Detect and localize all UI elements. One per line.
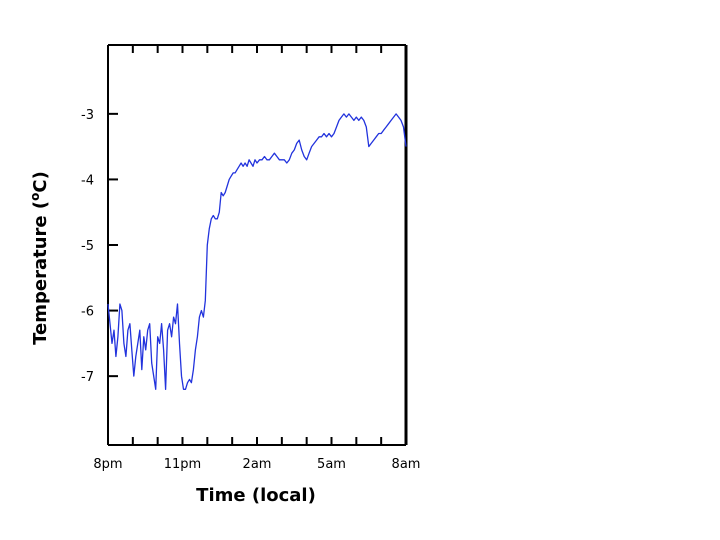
x-tick-label: 11pm bbox=[164, 457, 201, 472]
svg-text:Temperature (oC): Temperature (oC) bbox=[28, 171, 51, 345]
plot-frame bbox=[107, 44, 408, 446]
y-axis-title-suffix: C) bbox=[30, 171, 51, 192]
y-tick-label: -6 bbox=[81, 305, 94, 320]
y-tick-label: -4 bbox=[81, 173, 94, 188]
y-tick-label: -7 bbox=[81, 370, 94, 385]
x-tick-label: 8am bbox=[392, 457, 421, 472]
x-tick-label: 8pm bbox=[93, 457, 122, 472]
series-layer bbox=[107, 113, 407, 390]
y-axis-title-degree: o bbox=[28, 193, 42, 201]
y-axis-title-prefix: Temperature ( bbox=[30, 201, 51, 345]
x-tick-label: 2am bbox=[243, 457, 272, 472]
temperature-series-line bbox=[107, 113, 407, 390]
y-tick-label: -3 bbox=[81, 108, 94, 123]
y-tick-label: -5 bbox=[81, 239, 94, 254]
x-tick-label: 5am bbox=[317, 457, 346, 472]
x-axis: 8pm 11pm 2am 5am 8am bbox=[93, 45, 420, 472]
y-axis-title: Temperature (oC) bbox=[28, 171, 51, 345]
y-axis: -3 -4 -5 -6 -7 bbox=[81, 108, 118, 385]
x-axis-title: Time (local) bbox=[196, 485, 316, 506]
